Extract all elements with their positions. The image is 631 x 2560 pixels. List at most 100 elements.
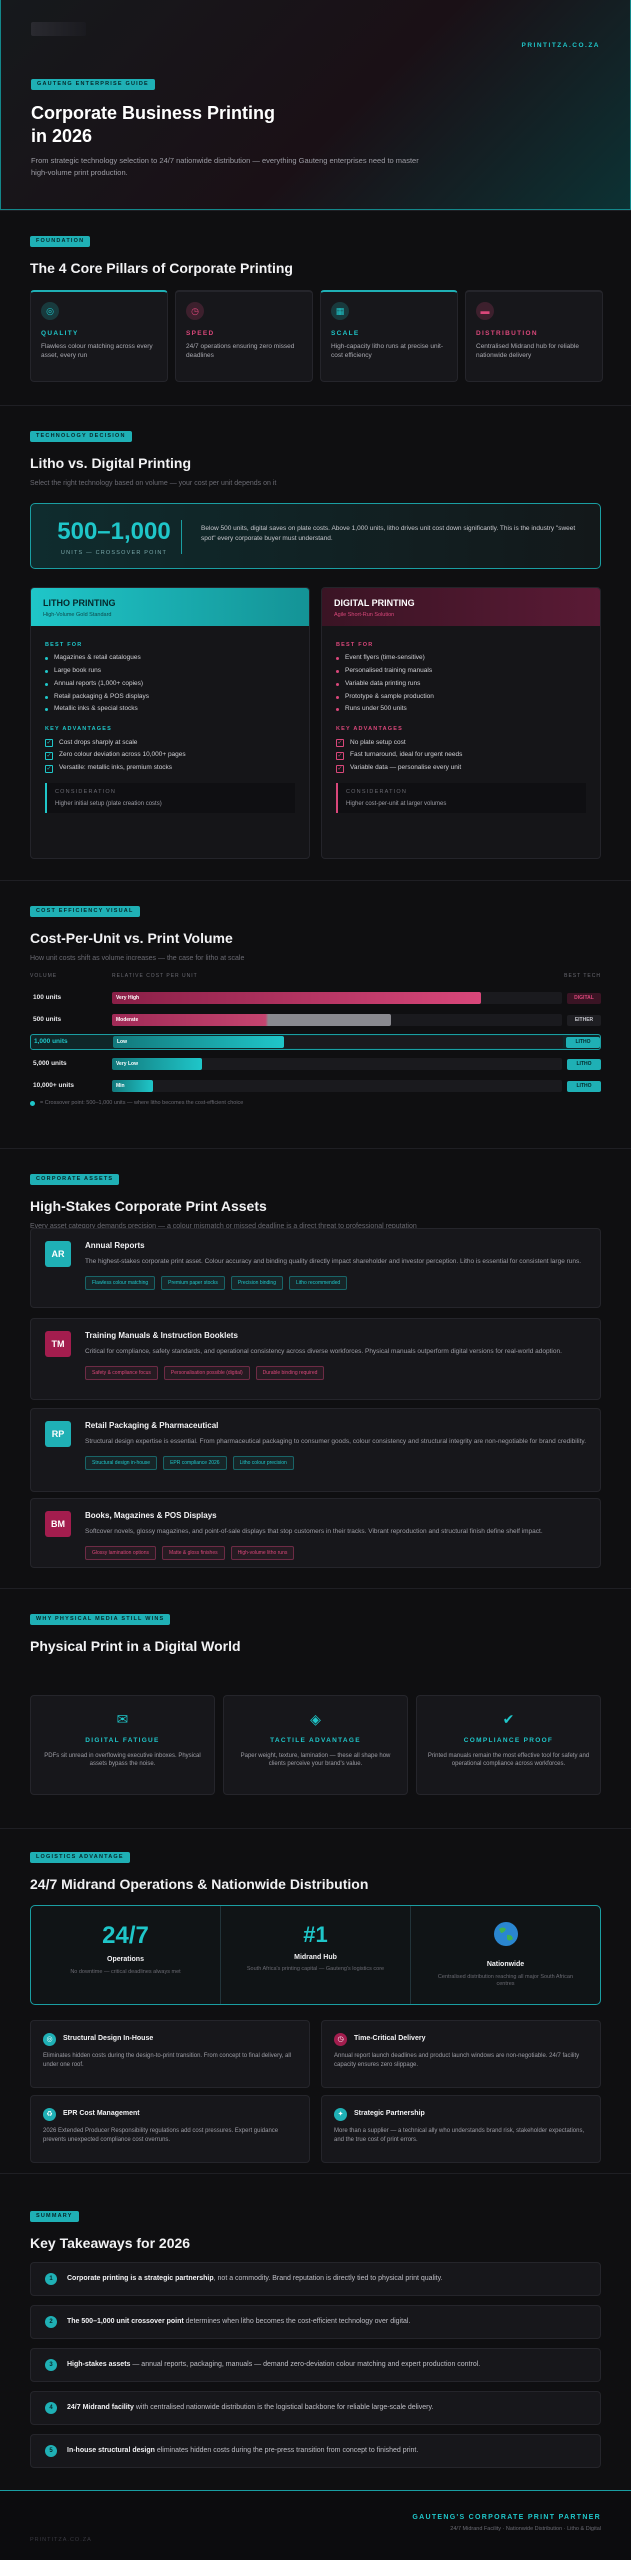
check-icon: ✓	[336, 751, 344, 760]
site-link[interactable]: PRINTITZA.CO.ZA	[521, 42, 600, 49]
pillars-chip: FOUNDATION	[30, 236, 91, 248]
cost-note: = Crossover point: 500–1,000 units — whe…	[30, 1100, 243, 1107]
asset-card: AR Annual Reports The highest-stakes corpo…	[30, 1228, 601, 1308]
midrand-section: LOGISTICS ADVANTAGE 24/7 Midrand Operati…	[0, 1828, 631, 2173]
logo[interactable]	[31, 22, 86, 36]
stat-cell: 24/7 Operations No downtime — critical dea…	[31, 1906, 221, 2004]
assets-section: CORPORATE ASSETS High-Stakes Corporate P…	[0, 1148, 631, 1588]
asset-tag: EPR compliance 2026	[163, 1455, 227, 1471]
pillar-text: High-capacity litho runs at precise unit…	[331, 342, 443, 359]
pillar-title: DISTRIBUTION	[476, 330, 538, 337]
list-item: Prototype & sample production	[336, 693, 586, 702]
recycle-icon: ♻	[43, 2108, 56, 2121]
cost-row: 1,000 units Low LITHO	[30, 1034, 601, 1050]
cost-chip: COST EFFICIENCY VISUAL	[30, 906, 140, 918]
col-volume: VOLUME	[30, 973, 58, 979]
asset-desc: Structural design expertise is essential…	[85, 1437, 586, 1445]
ops-card: ◷ Time-Critical Delivery Annual report lau…	[321, 2020, 601, 2088]
asset-tag: Flawless colour matching	[85, 1275, 156, 1291]
takeaway-number: 1	[45, 2273, 57, 2285]
list-item: Magazines & retail catalogues	[45, 654, 295, 663]
list-item: Retail packaging & POS displays	[45, 693, 295, 702]
pillar-text: 24/7 operations ensuring zero missed dea…	[186, 342, 295, 359]
asset-tag: Matte & gloss finishes	[161, 1545, 225, 1561]
check-icon: ✓	[45, 739, 53, 748]
bullet-icon	[336, 657, 339, 661]
stat-desc: South Africa's printing capital — Gauten…	[246, 1966, 385, 1973]
takeaway-text: 24/7 Midrand facility with centralised n…	[67, 2404, 434, 2412]
physical-card: ◈ TACTILE ADVANTAGE Paper weight, texture,…	[223, 1695, 408, 1795]
litho-chip: TECHNOLOGY DECISION	[30, 431, 132, 443]
pillar-card: ▦ SCALE High-capacity litho runs at precis…	[320, 290, 458, 382]
cost-track: Moderate	[112, 1014, 562, 1026]
handshake-icon: ✦	[334, 2108, 347, 2121]
list-item: Personalised training manuals	[336, 667, 586, 676]
asset-tag: Litho recommended	[288, 1275, 348, 1291]
litho-best-label: BEST FOR	[45, 642, 83, 648]
cost-bar: Very High	[112, 992, 481, 1004]
pillars-title: The 4 Core Pillars of Corporate Printing	[30, 260, 293, 277]
asset-title: Training Manuals & Instruction Booklets	[85, 1331, 238, 1340]
crossover-label: UNITS — CROSSOVER POINT	[60, 550, 168, 557]
footer-tagline: 24/7 Midrand Facility · Nationwide Distr…	[450, 2526, 601, 2533]
asset-title: Retail Packaging & Pharmaceutical	[85, 1421, 219, 1430]
takeaway-text: Corporate printing is a strategic partne…	[67, 2275, 443, 2283]
ops-text: Annual report launch deadlines and produ…	[334, 2053, 580, 2069]
col-best: BEST TECH	[564, 973, 601, 979]
physical-chip: WHY PHYSICAL MEDIA STILL WINS	[30, 1614, 171, 1626]
physical-card: ✔ COMPLIANCE PROOF Printed manuals remain …	[416, 1695, 601, 1795]
physical-title: Physical Print in a Digital World	[30, 1638, 241, 1655]
cost-bar: Low	[113, 1036, 284, 1048]
ops-title: Structural Design In-House	[63, 2035, 154, 2042]
list-item: Event flyers (time-sensitive)	[336, 654, 586, 663]
mail-icon: ✉	[116, 1711, 129, 1727]
asset-desc: Softcover novels, glossy magazines, and …	[85, 1527, 543, 1535]
cost-track: Min	[112, 1080, 562, 1092]
list-item: ✓ Cost drops sharply at scale	[45, 738, 138, 748]
asset-desc: The highest-stakes corporate print asset…	[85, 1257, 582, 1265]
takeaway-item: 2 The 500–1,000 unit crossover point dete…	[30, 2305, 601, 2339]
asset-tag: Precision binding	[230, 1275, 283, 1291]
cost-row: 10,000+ units Min LITHO	[30, 1078, 601, 1094]
bullet-icon	[45, 708, 48, 712]
asset-desc: Critical for compliance, safety standard…	[85, 1347, 562, 1355]
cost-subtitle: How unit costs shift as volume increases…	[30, 955, 245, 963]
globe-icon	[411, 1920, 600, 1957]
stat-desc: No downtime — critical deadlines always …	[70, 1968, 181, 1975]
bullet-icon	[45, 657, 48, 661]
stat-label: Operations	[107, 1956, 144, 1964]
digital-col-title: DIGITAL PRINTING	[334, 598, 415, 608]
cost-row-label: 100 units	[33, 993, 62, 1001]
asset-tag: Litho colour precision	[232, 1455, 294, 1471]
list-item: ✓ Versatile: metallic inks, premium stock…	[45, 764, 173, 773]
asset-badge: AR	[45, 1241, 71, 1267]
ops-title: EPR Cost Management	[63, 2110, 140, 2117]
pillar-title: SCALE	[331, 330, 360, 337]
digital-consideration: CONSIDERATION Higher cost-per-unit at la…	[336, 782, 586, 813]
digital-column: DIGITAL PRINTING Agile Short-Run Solutio…	[321, 587, 601, 859]
pillar-title: SPEED	[186, 330, 215, 337]
asset-tag: Premium paper stocks	[161, 1275, 225, 1291]
bullet-icon	[336, 708, 339, 712]
pillar-text: Flawless colour matching across every as…	[41, 342, 153, 359]
pillar-title: QUALITY	[41, 330, 79, 337]
takeaway-text: High-stakes assets — annual reports, pac…	[67, 2361, 481, 2369]
list-item: Annual reports (1,000+ copies)	[45, 680, 295, 689]
physical-section: WHY PHYSICAL MEDIA STILL WINS Physical P…	[0, 1588, 631, 1828]
cost-bar: Very Low	[112, 1058, 202, 1070]
litho-col-title: LITHO PRINTING	[43, 598, 116, 608]
pillar-card: ◎ QUALITY Flawless colour matching across …	[30, 290, 168, 382]
target-icon: ◎	[41, 302, 59, 320]
cost-track: Low	[113, 1036, 563, 1048]
crossover-callout: 500–1,000 UNITS — CROSSOVER POINT Below …	[30, 503, 601, 569]
best-tech-badge: DIGITAL	[567, 992, 601, 1004]
best-tech-badge: LITHO	[567, 1058, 601, 1070]
takeaway-number: 3	[45, 2359, 57, 2371]
cost-track: Very High	[112, 992, 562, 1004]
best-tech-badge: EITHER	[567, 1014, 601, 1026]
check-icon: ✔	[502, 1711, 515, 1727]
footer-site[interactable]: PRINTITZA.CO.ZA	[30, 2537, 92, 2543]
takeaway-item: 4 24/7 Midrand facility with centralised …	[30, 2391, 601, 2425]
digital-adv-label: KEY ADVANTAGES	[336, 726, 404, 733]
